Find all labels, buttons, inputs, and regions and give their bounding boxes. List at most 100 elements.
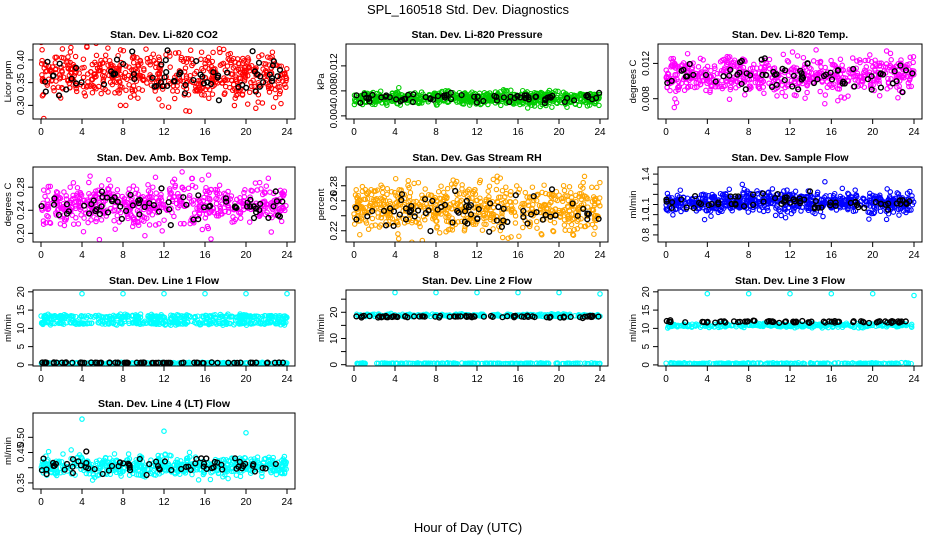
data-point <box>116 78 122 85</box>
data-point <box>476 179 483 186</box>
data-point <box>435 188 442 195</box>
y-tick-label: 0 <box>16 362 27 368</box>
data-point <box>87 173 93 179</box>
data-point-black <box>130 70 138 78</box>
data-point <box>135 95 141 101</box>
data-point <box>255 99 261 105</box>
data-point-black <box>686 60 693 68</box>
data-point-black <box>523 92 530 99</box>
data-point <box>219 313 226 320</box>
data-point <box>434 223 440 230</box>
data-point <box>146 208 152 214</box>
data-point <box>191 220 197 226</box>
x-tick-label: 16 <box>199 127 211 138</box>
x-tick-label: 8 <box>433 127 439 138</box>
data-point-black <box>167 222 174 229</box>
data-point <box>96 236 103 242</box>
data-point <box>186 192 193 199</box>
data-point <box>396 187 402 193</box>
data-point-black <box>55 92 63 99</box>
data-point <box>784 187 790 193</box>
data-point-black <box>814 76 821 83</box>
data-point <box>248 321 254 327</box>
data-point <box>244 59 251 65</box>
data-point-black <box>247 196 254 203</box>
data-point <box>522 189 529 196</box>
data-point <box>760 78 767 85</box>
data-point <box>114 212 121 219</box>
data-point <box>720 191 726 197</box>
data-point <box>182 65 189 71</box>
data-point-black <box>279 359 287 366</box>
data-point <box>888 57 894 63</box>
data-point <box>553 188 560 195</box>
y-tick-label: 0.008 <box>641 86 652 111</box>
data-point <box>137 311 144 317</box>
y-tick-label: 5 <box>16 343 27 349</box>
data-point <box>886 193 893 200</box>
data-point <box>181 315 188 321</box>
data-point-black <box>580 205 587 213</box>
data-point <box>78 212 84 218</box>
panel-title: Stan. Dev. Li-820 Pressure <box>411 29 542 41</box>
data-point <box>272 94 279 101</box>
data-point <box>754 75 761 81</box>
data-point-black <box>595 215 602 223</box>
data-point <box>250 314 256 320</box>
data-point <box>862 57 868 64</box>
data-point-black <box>366 94 373 101</box>
data-point <box>152 222 159 228</box>
data-point <box>353 187 359 193</box>
data-point <box>263 61 269 67</box>
data-point <box>265 175 272 182</box>
data-point-black <box>402 216 410 223</box>
data-point <box>117 102 124 109</box>
data-point <box>513 183 520 189</box>
data-point <box>238 199 244 205</box>
y-tick-label: 0.20 <box>16 223 27 243</box>
x-tick-label: 0 <box>351 127 357 138</box>
x-tick-label: 4 <box>392 127 398 138</box>
data-point <box>405 177 412 184</box>
y-axis-label: kPa <box>316 73 327 90</box>
data-point <box>141 67 147 73</box>
data-point <box>246 64 252 70</box>
data-point <box>144 55 151 62</box>
data-point <box>62 217 69 223</box>
data-point <box>806 75 813 81</box>
data-point <box>110 208 116 214</box>
data-point-black <box>117 203 124 210</box>
data-point <box>791 78 798 85</box>
data-point-black <box>191 359 198 366</box>
data-point <box>778 191 785 198</box>
data-point <box>766 56 773 63</box>
data-point-black <box>425 207 432 214</box>
data-point <box>549 104 555 110</box>
data-point-black <box>122 207 130 215</box>
data-point-black <box>225 359 232 366</box>
data-point <box>504 87 510 94</box>
data-point <box>701 216 708 223</box>
data-point <box>822 92 829 98</box>
outlier-point <box>161 290 167 297</box>
data-point-black <box>88 359 95 366</box>
data-point <box>746 83 753 89</box>
data-point <box>186 195 192 201</box>
data-point <box>209 58 216 65</box>
data-point <box>45 188 51 195</box>
data-point-black <box>164 47 171 54</box>
data-point-black <box>749 191 757 198</box>
data-point-black <box>231 203 239 210</box>
data-point-black <box>181 90 189 97</box>
data-point <box>129 223 136 230</box>
data-point-black <box>210 69 217 76</box>
data-point <box>80 74 87 81</box>
data-point <box>722 58 729 64</box>
data-point <box>550 228 557 235</box>
data-point <box>252 180 259 186</box>
data-point-black <box>797 67 804 74</box>
data-point <box>44 212 50 219</box>
data-point <box>175 190 181 197</box>
